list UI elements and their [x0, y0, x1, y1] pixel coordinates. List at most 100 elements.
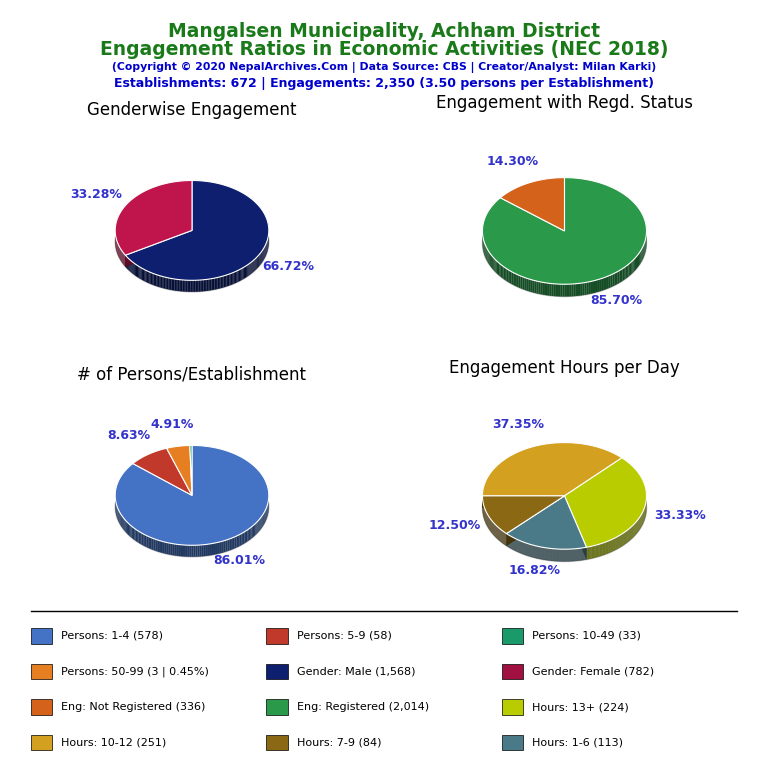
Polygon shape — [601, 544, 602, 556]
Polygon shape — [260, 517, 262, 529]
Polygon shape — [630, 262, 631, 276]
Polygon shape — [197, 545, 200, 557]
Polygon shape — [157, 275, 158, 286]
Polygon shape — [545, 283, 547, 296]
Text: (Copyright © 2020 NepalArchives.Com | Data Source: CBS | Creator/Analyst: Milan : (Copyright © 2020 NepalArchives.Com | Da… — [112, 61, 656, 72]
Polygon shape — [204, 280, 205, 291]
Polygon shape — [216, 542, 218, 554]
Text: 12.50%: 12.50% — [429, 519, 481, 532]
Polygon shape — [235, 536, 237, 548]
Polygon shape — [167, 277, 168, 290]
Polygon shape — [192, 280, 194, 292]
Polygon shape — [627, 264, 628, 278]
Polygon shape — [245, 266, 246, 278]
Polygon shape — [165, 542, 167, 554]
Polygon shape — [254, 524, 255, 536]
Polygon shape — [584, 283, 587, 295]
Polygon shape — [256, 258, 257, 270]
Polygon shape — [217, 277, 219, 289]
Polygon shape — [499, 263, 501, 276]
Title: Engagement Hours per Day: Engagement Hours per Day — [449, 359, 680, 376]
Polygon shape — [588, 547, 589, 559]
Polygon shape — [228, 274, 230, 286]
Polygon shape — [145, 535, 147, 547]
Text: 4.91%: 4.91% — [150, 418, 194, 431]
Polygon shape — [220, 541, 222, 554]
Polygon shape — [200, 545, 202, 557]
Polygon shape — [173, 279, 174, 290]
Polygon shape — [165, 277, 167, 289]
Polygon shape — [187, 545, 189, 557]
Polygon shape — [543, 283, 545, 295]
Polygon shape — [246, 530, 247, 542]
Polygon shape — [187, 280, 189, 292]
Text: Persons: 10-49 (33): Persons: 10-49 (33) — [532, 631, 641, 641]
Polygon shape — [171, 279, 173, 290]
Polygon shape — [161, 541, 163, 553]
Text: Persons: 5-9 (58): Persons: 5-9 (58) — [297, 631, 392, 641]
Polygon shape — [589, 547, 590, 559]
Polygon shape — [126, 521, 127, 533]
Polygon shape — [189, 280, 190, 292]
Polygon shape — [161, 276, 162, 288]
Text: 86.01%: 86.01% — [214, 554, 266, 568]
Polygon shape — [257, 256, 258, 268]
Polygon shape — [174, 279, 176, 291]
Text: Gender: Female (782): Gender: Female (782) — [532, 667, 654, 677]
Polygon shape — [148, 536, 150, 548]
Polygon shape — [197, 280, 199, 292]
Polygon shape — [199, 280, 200, 292]
Polygon shape — [115, 445, 269, 545]
Polygon shape — [137, 530, 138, 543]
Polygon shape — [631, 261, 633, 274]
Polygon shape — [238, 535, 240, 547]
Polygon shape — [164, 276, 165, 289]
Polygon shape — [259, 254, 260, 266]
Polygon shape — [152, 273, 154, 285]
Polygon shape — [204, 545, 206, 556]
Polygon shape — [580, 283, 582, 296]
Polygon shape — [143, 269, 144, 281]
Polygon shape — [181, 280, 183, 292]
Polygon shape — [635, 257, 636, 270]
Polygon shape — [505, 268, 507, 281]
Polygon shape — [177, 280, 179, 291]
Polygon shape — [167, 445, 192, 495]
Polygon shape — [495, 260, 497, 273]
Polygon shape — [500, 177, 564, 231]
Polygon shape — [128, 258, 129, 270]
Polygon shape — [240, 534, 241, 546]
Polygon shape — [195, 280, 197, 292]
Polygon shape — [506, 496, 587, 549]
Polygon shape — [131, 526, 133, 539]
Polygon shape — [121, 515, 122, 528]
Polygon shape — [115, 457, 269, 557]
Polygon shape — [125, 230, 192, 266]
Text: Hours: 1-6 (113): Hours: 1-6 (113) — [532, 737, 624, 747]
Polygon shape — [626, 266, 627, 279]
Polygon shape — [569, 284, 571, 296]
Polygon shape — [597, 280, 599, 292]
Polygon shape — [262, 515, 263, 528]
Polygon shape — [152, 538, 154, 550]
Polygon shape — [589, 281, 591, 294]
Polygon shape — [222, 276, 223, 288]
Text: 66.72%: 66.72% — [263, 260, 314, 273]
Polygon shape — [243, 531, 244, 545]
Polygon shape — [620, 270, 621, 283]
Polygon shape — [639, 252, 640, 266]
Polygon shape — [207, 280, 208, 291]
Polygon shape — [611, 274, 613, 287]
Polygon shape — [233, 537, 235, 549]
Polygon shape — [230, 538, 231, 551]
Polygon shape — [628, 263, 630, 276]
Polygon shape — [522, 276, 525, 290]
Polygon shape — [482, 496, 564, 508]
Polygon shape — [623, 267, 624, 281]
Polygon shape — [498, 262, 499, 276]
Polygon shape — [181, 545, 183, 557]
Polygon shape — [593, 280, 595, 293]
Text: Persons: 1-4 (578): Persons: 1-4 (578) — [61, 631, 164, 641]
Polygon shape — [230, 273, 231, 286]
Polygon shape — [157, 540, 159, 552]
